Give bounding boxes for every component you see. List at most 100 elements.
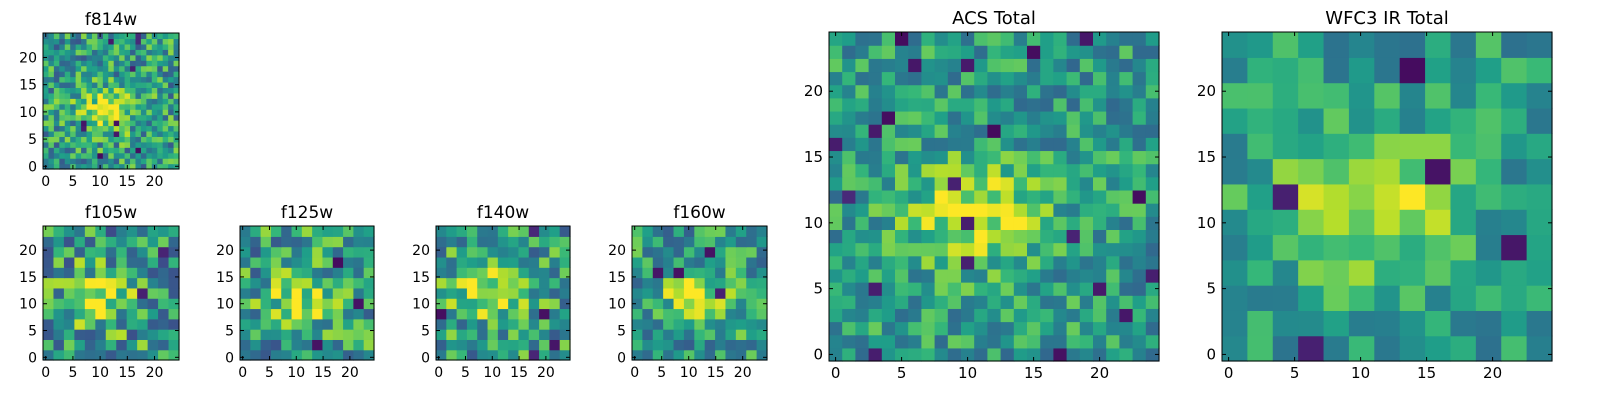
heatmap-cell [1013,295,1028,309]
heatmap-cell [63,256,75,268]
heatmap-cell [75,71,82,78]
heatmap-cell [270,308,282,320]
heatmap-cell [1425,209,1452,236]
heatmap-cell [250,298,262,310]
heatmap-cell [1053,242,1068,257]
heatmap-cell [756,298,768,310]
heatmap-cell [1027,189,1041,204]
heatmap-cell [987,347,1002,362]
heatmap-cell [829,229,843,244]
heatmap-cell [1272,32,1299,58]
heatmap-cell [1040,229,1054,244]
heatmap-cell [1425,183,1452,210]
heatmap-cell [987,229,1002,244]
heatmap-cell [642,339,654,351]
heatmap-cell [53,54,60,61]
heatmap-cell [1093,32,1107,46]
heatmap-cell [1501,183,1528,210]
heatmap-cells [43,33,180,170]
heatmap-cell [97,109,104,116]
heatmap-cell [119,60,126,67]
heatmap-cell [91,71,98,78]
heatmap-cell [59,109,66,116]
heatmap-cell [881,268,896,283]
heatmap-cell [497,256,509,268]
heatmap-cell [1145,203,1160,217]
heatmap-cell [1106,347,1120,362]
heatmap-cell [53,65,60,72]
heatmap-cell [921,321,936,336]
heatmap-cell [855,347,870,362]
heatmap-cell [119,120,126,127]
y-tick-label: 0 [813,345,823,363]
heatmap-cell [446,329,458,340]
heatmap-cell [1106,242,1120,257]
heatmap-cell [151,87,158,94]
heatmap-cell [487,298,499,310]
heatmap-cell [466,246,478,258]
heatmap-cell [1132,242,1147,257]
heatmap-cell [105,277,117,289]
x-tick-label: 10 [680,365,698,381]
heatmap-cell [168,54,175,61]
heatmap-cell [746,318,758,330]
heatmap-cell [1323,107,1350,134]
heatmap-cell [147,267,159,279]
heatmap-cell [1399,158,1426,185]
heatmap-cell [130,158,137,165]
heatmap-cell [124,54,131,61]
heatmap-cell [74,277,86,289]
heatmap-cell [1027,150,1041,165]
heatmap-cell [59,65,66,72]
heatmap-cell [735,236,747,248]
heatmap-cell [1119,137,1134,152]
heatmap-cell [113,125,120,132]
heatmap-cell [116,318,128,330]
heatmap-cell [921,216,936,230]
heatmap-cell [135,43,142,50]
heatmap-cell [157,60,164,67]
heatmap-cell [497,287,509,299]
heatmap-cell [135,92,142,99]
heatmap-cell [1027,242,1041,257]
heatmap-cell [735,277,747,289]
heatmap-cell [974,71,988,86]
heatmap-cell [663,256,675,268]
heatmap-cell [43,87,50,94]
heatmap-cell [102,98,109,105]
heatmap-cell [1450,107,1477,134]
heatmap-cell [147,246,159,258]
heatmap-cell [1323,32,1350,58]
heatmap-cell [715,246,727,258]
heatmap-cell [1053,321,1068,336]
heatmap-cell [961,255,975,270]
heatmap-cell [70,76,77,83]
heatmap-cell [59,158,66,165]
heatmap-cell [549,308,561,320]
heatmap-cell [343,287,354,299]
heatmap-cell [140,60,147,67]
x-tick-label: 15 [707,365,725,381]
heatmap-cell [135,87,142,94]
heatmap-cell [1119,255,1134,270]
heatmap-cell [1119,334,1134,349]
heatmap-cell [173,76,180,83]
heatmap-cell [137,287,149,299]
heatmap-cell [173,71,180,78]
heatmap-cell [987,45,1002,59]
heatmap-cell [1079,268,1094,283]
heatmap-cell [173,65,180,72]
heatmap-cell [1132,97,1147,112]
heatmap-cell [921,137,936,152]
heatmap-cell [291,308,303,320]
heatmap-cell [1079,163,1094,178]
heatmap-cell [126,267,138,279]
heatmap-cell [108,65,115,72]
heatmap-cell [135,152,142,159]
heatmap-cell [312,298,324,310]
heatmap-cell [124,125,131,132]
heatmap-cell [130,54,137,61]
heatmap-cell [140,103,147,110]
heatmap-cell [1475,234,1502,261]
heatmap-cell [124,71,131,78]
